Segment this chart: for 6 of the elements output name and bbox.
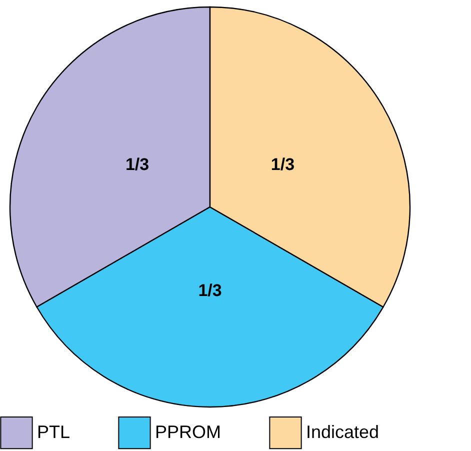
data-label: 1/3 — [125, 155, 150, 174]
data-label: 1/3 — [198, 281, 222, 300]
legend-label: Indicated — [306, 422, 380, 442]
legend-label: PPROM — [155, 422, 222, 442]
data-label: 1/3 — [270, 155, 295, 174]
legend-label: PTL — [37, 422, 70, 442]
